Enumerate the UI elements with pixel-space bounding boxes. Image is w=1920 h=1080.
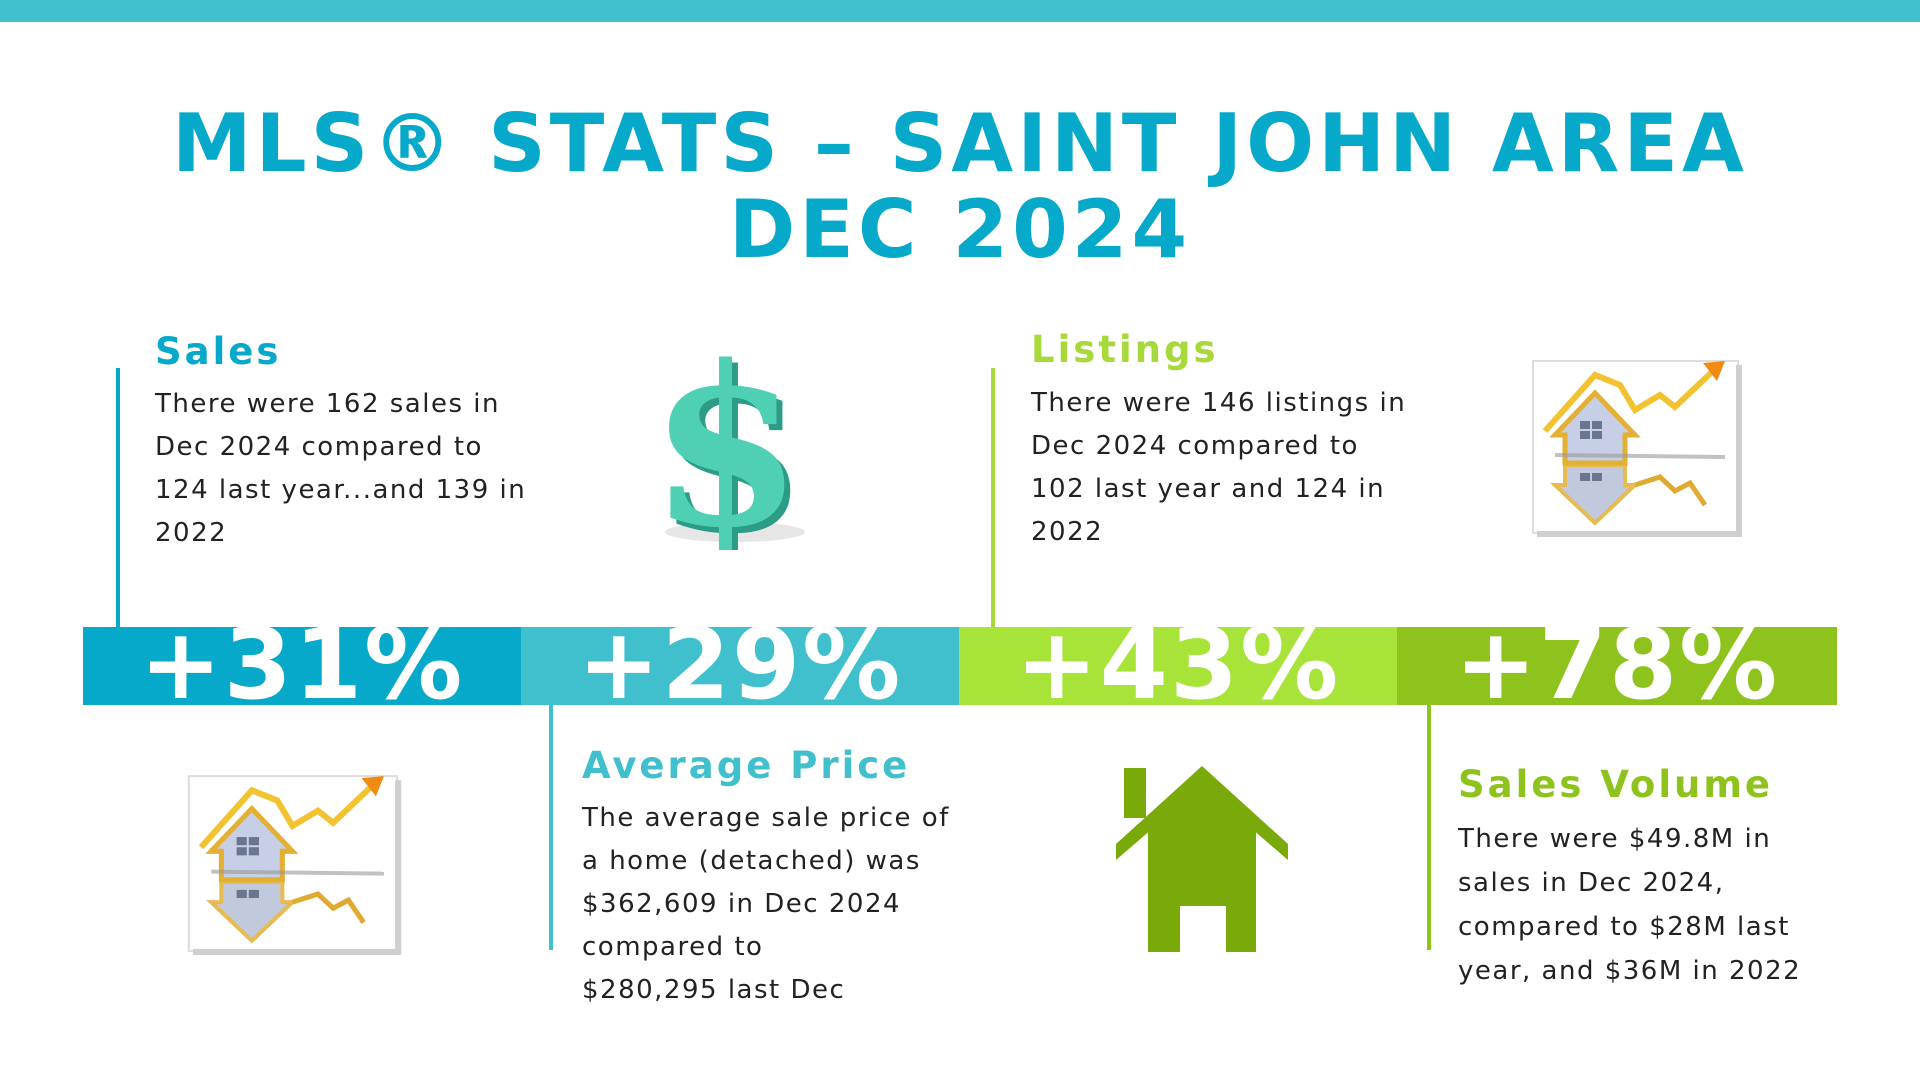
listings-line: There were 146 listings in bbox=[1031, 388, 1407, 418]
sales-volume-line: There were $49.8M in bbox=[1458, 824, 1772, 854]
average-price-heading: Average Price bbox=[582, 744, 911, 787]
sales-divider bbox=[116, 368, 120, 628]
average-price-description: The average sale price of a home (detach… bbox=[582, 797, 982, 1012]
sales-heading: Sales bbox=[155, 330, 282, 373]
listings-heading: Listings bbox=[1031, 328, 1219, 371]
house-chart-icon bbox=[180, 770, 405, 958]
sales-line: 2022 bbox=[155, 518, 228, 548]
sales-volume-line: year, and $36M in 2022 bbox=[1458, 956, 1802, 986]
page-title: MLS® STATS – SAINT JOHN AREA bbox=[172, 97, 1748, 190]
house-chart-icon bbox=[1525, 355, 1745, 540]
listings-line: 102 last year and 124 in bbox=[1031, 474, 1386, 504]
sales-volume-change-band bbox=[1397, 627, 1837, 705]
listings-line: Dec 2024 compared to bbox=[1031, 431, 1359, 461]
sales-change-value: +31% bbox=[139, 615, 465, 715]
listings-change-value: +43% bbox=[1015, 615, 1341, 715]
listings-change-band bbox=[959, 627, 1397, 705]
sales-volume-description: There were $49.8M in sales in Dec 2024, … bbox=[1458, 817, 1878, 993]
sales-volume-divider bbox=[1427, 705, 1431, 950]
average-price-change-value: +29% bbox=[577, 615, 903, 715]
listings-divider bbox=[991, 368, 995, 628]
average-price-line: The average sale price of bbox=[582, 803, 950, 833]
average-price-line: $362,609 in Dec 2024 bbox=[582, 889, 902, 919]
sales-volume-line: compared to $28M last bbox=[1458, 912, 1790, 942]
average-price-divider bbox=[549, 705, 553, 950]
dollar-sign-icon: $ $ bbox=[649, 317, 820, 582]
listings-line: 2022 bbox=[1031, 517, 1104, 547]
svg-text:$: $ bbox=[655, 340, 808, 550]
sales-change-band bbox=[83, 627, 521, 705]
sales-volume-line: sales in Dec 2024, bbox=[1458, 868, 1725, 898]
house-icon bbox=[1116, 754, 1288, 952]
average-price-line: a home (detached) was bbox=[582, 846, 921, 876]
svg-text:$: $ bbox=[650, 340, 803, 550]
average-price-change-band bbox=[521, 627, 959, 705]
average-price-line: $280,295 last Dec bbox=[582, 975, 846, 1005]
page-subtitle-date: DEC 2024 bbox=[728, 183, 1192, 276]
listings-description: There were 146 listings in Dec 2024 comp… bbox=[1031, 382, 1431, 554]
sales-description: There were 162 sales in Dec 2024 compare… bbox=[155, 383, 545, 555]
sales-line: 124 last year...and 139 in bbox=[155, 475, 527, 505]
top-accent-bar bbox=[0, 0, 1920, 22]
sales-volume-heading: Sales Volume bbox=[1458, 763, 1773, 806]
sales-line: There were 162 sales in bbox=[155, 389, 500, 419]
average-price-line: compared to bbox=[582, 932, 764, 962]
sales-line: Dec 2024 compared to bbox=[155, 432, 483, 462]
sales-volume-change-value: +78% bbox=[1454, 615, 1780, 715]
